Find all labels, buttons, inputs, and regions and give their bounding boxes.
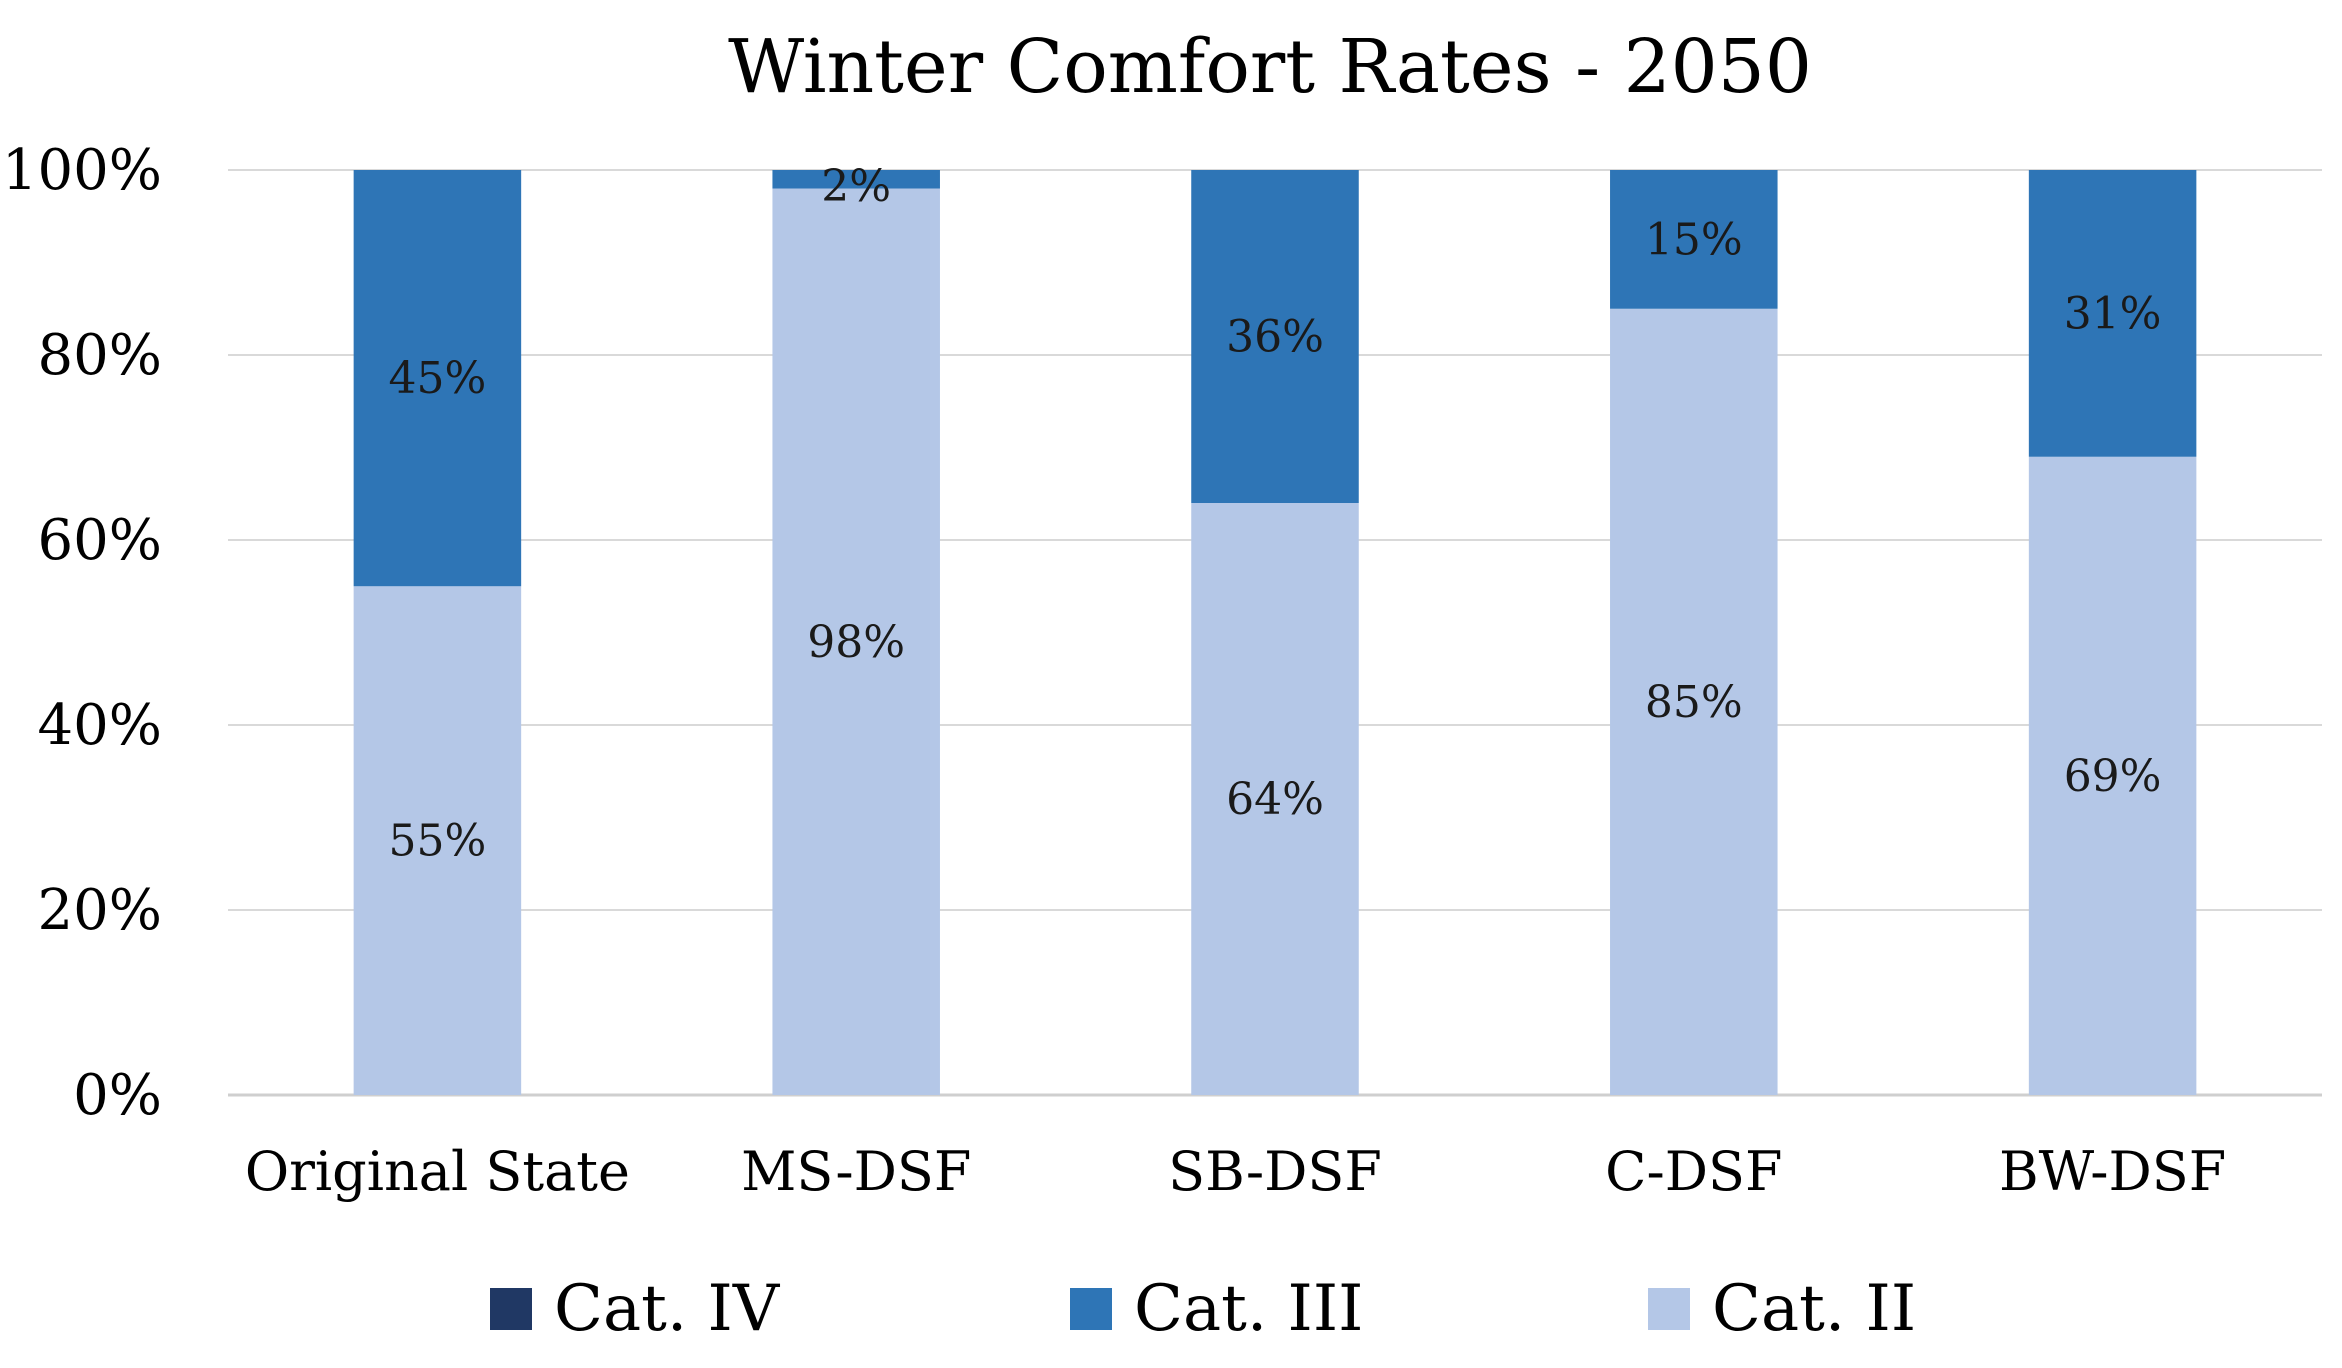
x-tick-label: C-DSF [1605, 1140, 1782, 1203]
legend-swatch [1070, 1288, 1112, 1330]
bar-segment [2028, 170, 2197, 457]
y-tick-label: 20% [38, 878, 162, 943]
data-label: 85% [1645, 677, 1743, 728]
bars [353, 170, 2197, 1095]
bar-segment [772, 170, 940, 189]
data-label: 64% [1226, 774, 1324, 825]
y-tick-label: 100% [2, 138, 162, 203]
data-label: 98% [807, 617, 905, 668]
data-label: 31% [2064, 288, 2162, 339]
legend-swatch [490, 1288, 532, 1330]
data-label: 55% [389, 816, 487, 867]
bar-segment [1610, 308, 1778, 1095]
chart-title: Winter Comfort Rates - 2050 [728, 24, 1812, 110]
y-tick-label: 80% [38, 323, 162, 388]
x-axis-labels: Original State MS-DSF SB-DSF C-DSF BW-DSF [245, 1140, 2226, 1203]
legend-label: Cat. IV [554, 1272, 781, 1346]
x-tick-label: Original State [245, 1140, 630, 1203]
legend-label: Cat. III [1134, 1272, 1363, 1346]
legend-swatch [1648, 1288, 1690, 1330]
x-tick-label: BW-DSF [1999, 1140, 2226, 1203]
bar-segment [353, 170, 522, 587]
data-labels: 55% 45% 98% 2% 64% 36% 85% 15% 69% 31% [389, 161, 2162, 867]
bar-segment [1191, 170, 1359, 503]
bar-segment [353, 586, 522, 1095]
bar-segment [1610, 170, 1778, 309]
legend-label: Cat. II [1712, 1272, 1916, 1346]
y-tick-label: 40% [38, 693, 162, 758]
x-tick-label: MS-DSF [741, 1140, 971, 1203]
y-axis-ticks: 0% 20% 40% 60% 80% 100% [2, 138, 162, 1128]
y-tick-label: 0% [73, 1063, 162, 1128]
data-label: 36% [1226, 312, 1324, 363]
bar-segment [1191, 503, 1359, 1095]
legend: Cat. IV Cat. III Cat. II [490, 1272, 1916, 1346]
data-label: 69% [2064, 751, 2162, 802]
bar-segment [772, 188, 940, 1095]
x-tick-label: SB-DSF [1168, 1140, 1382, 1203]
data-label: 2% [821, 161, 891, 212]
data-label: 45% [389, 353, 487, 404]
data-label: 15% [1645, 214, 1743, 265]
bar-segment [2028, 456, 2197, 1095]
y-tick-label: 60% [38, 508, 162, 573]
